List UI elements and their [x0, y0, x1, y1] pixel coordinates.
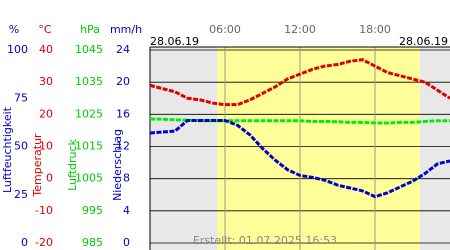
y-tick-label: 0 — [123, 236, 130, 249]
y-tick-label: 16 — [116, 107, 130, 120]
series-line — [149, 118, 450, 199]
y-tick-label: 50 — [14, 140, 28, 153]
y-tick-label: 40 — [39, 43, 53, 56]
y-tick-label: 12 — [116, 140, 130, 153]
date-left: 28.06.19 — [150, 35, 199, 48]
y-tick-label: 10 — [39, 140, 53, 153]
axis-title: Temperatur — [31, 133, 44, 198]
axis-unit: °C — [38, 23, 52, 36]
x-tick-label: 18:00 — [359, 23, 391, 36]
y-tick-label: 75 — [14, 91, 28, 104]
y-tick-label: 24 — [116, 43, 130, 56]
y-tick-label: 1015 — [75, 140, 103, 153]
y-tick-label: -20 — [35, 236, 53, 249]
y-tick-label: 100 — [7, 43, 28, 56]
axis-title: Niederschlag — [111, 129, 124, 201]
y-tick-label: -10 — [35, 204, 53, 217]
x-tick-label: 12:00 — [284, 23, 316, 36]
y-tick-label: 25 — [14, 188, 28, 201]
y-tick-label: 1005 — [75, 172, 103, 185]
y-tick-label: 1035 — [75, 75, 103, 88]
x-tick-label: 06:00 — [209, 23, 241, 36]
axis-unit: hPa — [80, 23, 100, 36]
date-right: 28.06.19 — [399, 35, 448, 48]
y-tick-label: 8 — [123, 172, 130, 185]
y-tick-label: 30 — [39, 75, 53, 88]
y-tick-label: 985 — [82, 236, 103, 249]
axis-title: Luftfeuchtigkeit — [1, 106, 14, 193]
y-tick-label: 4 — [123, 204, 130, 217]
y-tick-label: 1025 — [75, 107, 103, 120]
axis-title: Luftdruck — [66, 138, 79, 190]
footer: Erstellt: 01.07.2025 16:53 — [193, 234, 337, 247]
y-tick-label: 1045 — [75, 43, 103, 56]
y-tick-label: 20 — [39, 107, 53, 120]
daylight — [217, 47, 420, 250]
axis-unit: % — [9, 23, 19, 36]
y-tick-label: 20 — [116, 75, 130, 88]
y-tick-label: 0 — [21, 236, 28, 249]
y-tick-label: 0 — [46, 172, 53, 185]
y-tick-label: 995 — [82, 204, 103, 217]
series-line — [149, 58, 450, 107]
axis-unit: mm/h — [110, 23, 142, 36]
